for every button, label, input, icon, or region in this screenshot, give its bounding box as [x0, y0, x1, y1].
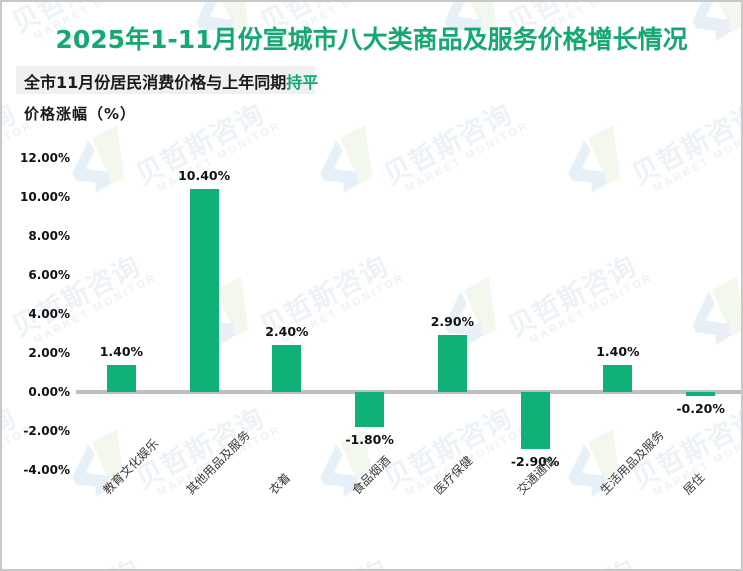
- subtitle-text: 全市11月份居民消费价格与上年同期: [24, 73, 287, 92]
- x-axis-tick-label: 衣着: [266, 470, 294, 498]
- bar-value-label: 2.40%: [265, 324, 309, 340]
- zero-axis-line: [76, 390, 741, 394]
- bar-value-label: -2.90%: [510, 453, 560, 469]
- y-axis-tick-label: 0.00%: [28, 385, 70, 399]
- y-axis-tick-label: 6.00%: [28, 268, 70, 282]
- y-axis-tick-label: -2.00%: [23, 424, 70, 438]
- bar-value-label: 10.40%: [178, 168, 231, 184]
- bar-value-label: 2.90%: [430, 314, 475, 330]
- x-axis-tick-label: 教育文化娱乐: [100, 436, 162, 498]
- bar[interactable]: [106, 364, 136, 392]
- subtitle-highlight-band: [16, 66, 315, 94]
- y-axis-tick-label: 2.00%: [28, 346, 70, 360]
- y-axis-tick-label: -4.00%: [23, 463, 70, 477]
- bar[interactable]: [686, 392, 716, 396]
- bar[interactable]: [272, 345, 302, 392]
- bar[interactable]: [437, 335, 467, 392]
- subtitle: 全市11月份居民消费价格与上年同期持平: [24, 69, 318, 93]
- page-title: 2025年1-11月份宣城市八大类商品及服务价格增长情况: [55, 25, 688, 54]
- bar[interactable]: [520, 392, 550, 449]
- bar[interactable]: [355, 392, 385, 428]
- y-axis-caption: 价格涨幅（%）: [24, 105, 137, 123]
- x-axis-tick-label: 生活用品及服务: [597, 428, 667, 498]
- bar[interactable]: [603, 364, 633, 392]
- bar-value-label: 1.40%: [99, 343, 144, 359]
- x-axis-tick-label: 食品烟酒: [349, 453, 393, 498]
- bar-value-label: -1.80%: [345, 432, 394, 448]
- x-axis-tick-label: 医疗保健: [431, 453, 476, 498]
- subtitle-keyword: 持平: [286, 73, 319, 92]
- y-axis-tick-label: 8.00%: [28, 229, 70, 243]
- y-axis-tick-label: 10.00%: [20, 190, 70, 204]
- y-axis-tick-label: 12.00%: [20, 151, 70, 165]
- x-axis-tick-label: 其他用品及服务: [183, 428, 253, 498]
- bar-value-label: 1.40%: [596, 343, 640, 359]
- y-axis-tick-label: 4.00%: [28, 307, 70, 321]
- x-axis-tick-label: 居住: [680, 470, 707, 498]
- bar-value-label: -0.20%: [676, 400, 725, 416]
- bar[interactable]: [189, 189, 219, 392]
